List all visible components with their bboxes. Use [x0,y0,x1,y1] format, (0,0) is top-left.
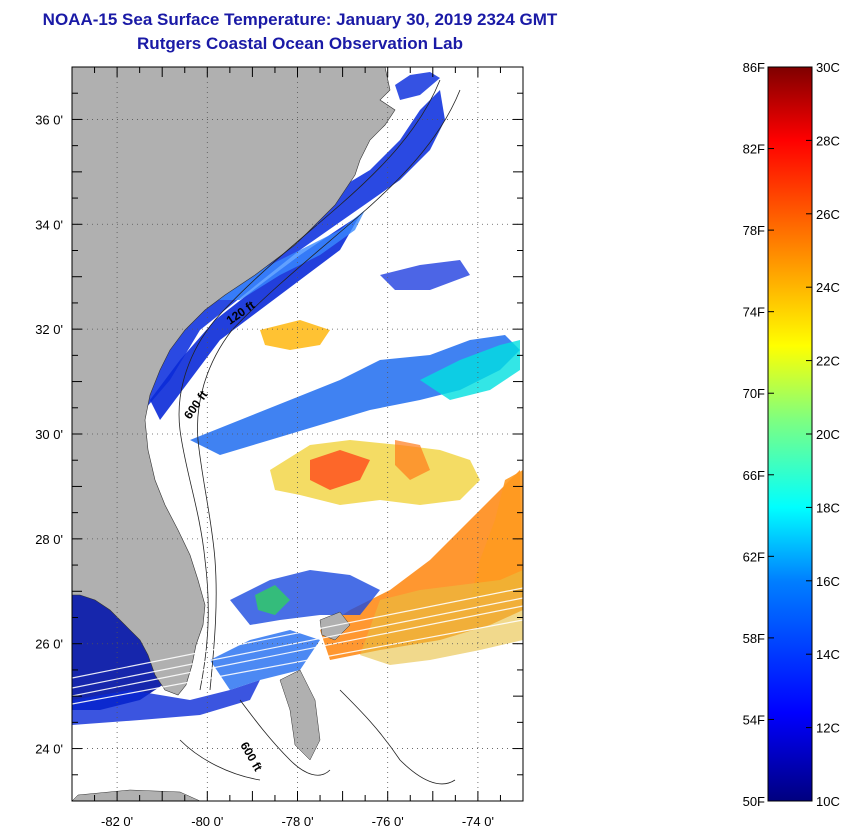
colorbar-c-label: 14C [816,647,840,662]
colorbar-fahrenheit-labels: 86F 82F 78F 74F 70F 66F 62F 58F 54F 50F [743,60,774,809]
colorbar-f-label: 74F [743,305,765,320]
lat-tick-label: 30 0' [35,427,63,442]
colorbar-c-label: 26C [816,207,840,222]
lon-tick-label: -76 0' [372,814,404,829]
colorbar-celsius-labels: 30C 28C 26C 24C 22C 20C 18C 16C 14C 12C 10C [806,60,840,809]
lon-tick-label: -74 0' [462,814,494,829]
map-grid [72,67,523,801]
lat-tick-label: 28 0' [35,532,63,547]
colorbar-f-label: 70F [743,386,765,401]
sst-data-layer [72,72,523,725]
colorbar-f-label: 54F [743,712,765,727]
colorbar-f-label: 62F [743,549,765,564]
colorbar-c-label: 10C [816,794,840,809]
colorbar-c-label: 12C [816,721,840,736]
map-title: NOAA-15 Sea Surface Temperature: January… [42,10,558,29]
map-subtitle: Rutgers Coastal Ocean Observation Lab [137,34,463,53]
colorbar-f-label: 82F [743,142,765,157]
lat-tick-label: 32 0' [35,322,63,337]
lat-tick-label: 34 0' [35,217,63,232]
bahamas-island [279,669,321,761]
map-panel [72,67,523,801]
colorbar-c-label: 20C [816,427,840,442]
lon-tick-label: -78 0' [281,814,313,829]
lat-tick-label: 24 0' [35,742,63,757]
lon-tick-label: -80 0' [191,814,223,829]
colorbar-c-label: 18C [816,500,840,515]
colorbar-f-label: 50F [743,794,765,809]
cuba-coast [72,789,201,801]
depth-contours [178,79,461,785]
colorbar-f-label: 86F [743,60,765,75]
colorbar-gradient [767,66,813,802]
lat-tick-label: 26 0' [35,637,63,652]
colorbar: 86F 82F 78F 74F 70F 66F 62F 58F 54F 50F 30C 28C 26C… [743,60,840,809]
colorbar-c-label: 28C [816,133,840,148]
colorbar-c-label: 22C [816,354,840,369]
map-axes: -82 0' -80 0' -78 0' -76 0' -74 0' 36 0' 34 0'… [35,66,524,829]
colorbar-f-label: 58F [743,631,765,646]
lon-tick-label: -82 0' [101,814,133,829]
colorbar-c-label: 30C [816,60,840,75]
colorbar-c-label: 16C [816,574,840,589]
colorbar-f-label: 78F [743,223,765,238]
colorbar-f-label: 66F [743,468,765,483]
colorbar-c-label: 24C [816,280,840,295]
lat-tick-label: 36 0' [35,112,63,127]
